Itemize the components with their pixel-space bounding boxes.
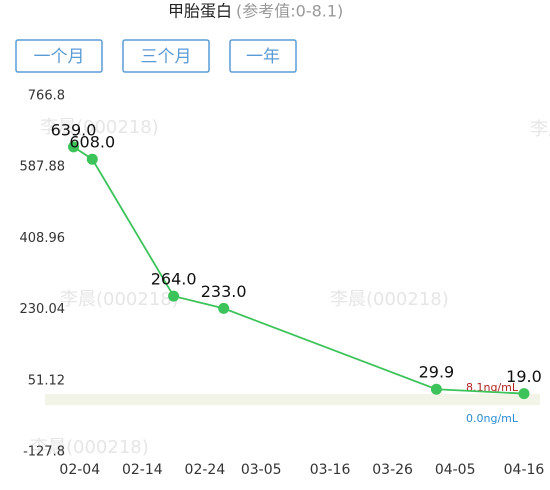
x-tick-label: 03-16 <box>310 462 351 478</box>
x-tick-label: 02-14 <box>122 462 163 478</box>
reference-low-label: 0.0ng/mL <box>466 412 519 425</box>
reference-band <box>45 393 540 406</box>
button-label[interactable]: 三个月 <box>141 47 192 67</box>
data-point <box>518 388 530 400</box>
y-tick-label: 51.12 <box>28 373 65 388</box>
data-label: 264.0 <box>151 270 197 289</box>
y-tick-label: -127.8 <box>23 445 65 460</box>
data-point <box>218 302 230 314</box>
chart-subtitle: (参考值:0-8.1) <box>236 2 343 21</box>
y-tick-label: 408.96 <box>20 231 66 246</box>
chart-title: 甲胎蛋白 <box>168 2 232 21</box>
button-frame[interactable] <box>229 39 297 73</box>
button-frame[interactable] <box>15 39 103 73</box>
y-tick-label: 587.88 <box>20 160 66 175</box>
data-line <box>73 146 525 395</box>
range-button[interactable]: 一个月 <box>15 39 103 73</box>
x-tick-label: 04-05 <box>435 462 476 478</box>
x-tick-label: 03-05 <box>241 462 282 478</box>
data-point <box>86 153 98 165</box>
data-label: 608.0 <box>69 133 115 152</box>
y-tick-label: 766.8 <box>28 89 65 104</box>
watermark: 李晨(000218) <box>530 119 550 140</box>
button-frame[interactable] <box>122 39 210 73</box>
data-label: 19.0 <box>506 367 542 386</box>
watermark: 李晨(000218) <box>30 437 149 458</box>
x-tick-label: 02-24 <box>185 462 226 478</box>
button-label[interactable]: 一年 <box>246 47 280 67</box>
data-point <box>68 141 80 153</box>
data-point <box>168 290 180 302</box>
data-label: 233.0 <box>201 282 247 301</box>
watermark: 李晨(000218) <box>330 289 449 310</box>
x-tick-label: 03-26 <box>372 462 413 478</box>
data-label: 29.9 <box>419 363 455 382</box>
watermarks: 李晨(000218) 李晨(000218) 李晨(000218) 李晨(0002… <box>30 117 550 458</box>
range-button[interactable]: 一年 <box>229 39 297 73</box>
button-label[interactable]: 一个月 <box>34 47 85 67</box>
data-point <box>430 383 442 395</box>
y-tick-label: 230.04 <box>20 302 66 317</box>
range-button[interactable]: 三个月 <box>122 39 210 73</box>
x-tick-label: 02-04 <box>59 462 100 478</box>
data-label: 639.0 <box>51 120 97 139</box>
x-tick-label: 04-16 <box>504 462 545 478</box>
watermark: 李晨(000218) <box>40 117 159 138</box>
watermark: 李晨(000218) <box>60 289 179 310</box>
